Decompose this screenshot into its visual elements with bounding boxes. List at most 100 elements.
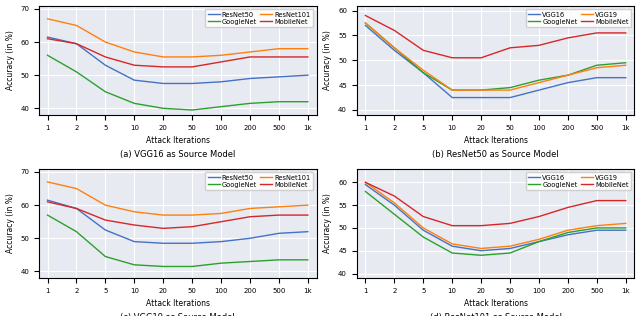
GoogleNet [246,101,254,105]
Line: VGG16: VGG16 [365,185,626,251]
GoogleNet [304,258,312,262]
ResNet101 [159,213,167,217]
ResNet50 [188,241,196,245]
VGG19 [535,81,543,85]
ResNet101 [217,53,225,57]
Line: GoogleNet: GoogleNet [365,191,626,255]
ResNet50 [246,76,254,80]
Text: (a) VGG16 as Source Model: (a) VGG16 as Source Model [120,150,236,159]
MobileNet [449,224,456,228]
GoogleNet [535,240,543,244]
Line: GoogleNet: GoogleNet [47,55,308,110]
ResNet50 [44,35,51,39]
VGG19 [564,73,572,77]
GoogleNet [419,235,427,239]
ResNet101 [188,213,196,217]
Line: ResNet101: ResNet101 [47,182,308,215]
GoogleNet [593,226,601,230]
GoogleNet [44,53,51,57]
VGG19 [390,46,398,50]
ResNet101 [188,55,196,59]
Legend: ResNet50, GoogleNet, ResNet101, MobileNet: ResNet50, GoogleNet, ResNet101, MobileNe… [205,9,313,27]
MobileNet [535,215,543,218]
GoogleNet [131,263,138,267]
ResNet50 [246,236,254,240]
MobileNet [44,200,51,204]
VGG19 [477,88,485,92]
VGG16 [390,203,398,207]
ResNet50 [217,240,225,244]
Line: VGG19: VGG19 [365,182,626,248]
ResNet50 [275,231,283,235]
Line: GoogleNet: GoogleNet [365,23,626,90]
VGG19 [506,88,514,92]
MobileNet [102,55,109,59]
Line: ResNet101: ResNet101 [47,19,308,57]
VGG19 [362,180,369,184]
GoogleNet [362,21,369,25]
GoogleNet [419,71,427,75]
VGG19 [449,242,456,246]
VGG19 [593,66,601,70]
MobileNet [593,31,601,35]
MobileNet [275,213,283,217]
ResNet101 [159,55,167,59]
GoogleNet [506,86,514,89]
GoogleNet [304,100,312,104]
GoogleNet [188,264,196,268]
ResNet50 [159,82,167,85]
ResNet101 [131,210,138,214]
Line: GoogleNet: GoogleNet [47,215,308,266]
VGG19 [622,63,630,67]
ResNet50 [44,198,51,202]
VGG19 [622,222,630,225]
VGG19 [477,246,485,250]
ResNet50 [159,241,167,245]
ResNet101 [44,17,51,21]
MobileNet [564,36,572,40]
ResNet50 [217,80,225,84]
GoogleNet [246,260,254,264]
Line: VGG16: VGG16 [365,26,626,98]
ResNet101 [217,211,225,215]
VGG16 [564,233,572,237]
ResNet50 [102,228,109,232]
Legend: VGG16, GoogleNet, VGG19, MobileNet: VGG16, GoogleNet, VGG19, MobileNet [525,9,631,27]
MobileNet [217,220,225,224]
GoogleNet [449,88,456,92]
MobileNet [564,205,572,209]
MobileNet [419,215,427,218]
VGG16 [419,228,427,232]
GoogleNet [102,90,109,94]
ResNet50 [188,82,196,85]
Text: (c) VGG19 as Source Model: (c) VGG19 as Source Model [120,313,235,316]
GoogleNet [275,100,283,104]
VGG19 [419,68,427,72]
GoogleNet [390,46,398,50]
GoogleNet [449,251,456,255]
VGG16 [449,244,456,248]
ResNet101 [304,47,312,51]
ResNet101 [304,203,312,207]
GoogleNet [362,190,369,193]
MobileNet [477,56,485,60]
VGG16 [622,228,630,232]
Line: VGG19: VGG19 [365,23,626,90]
ResNet101 [72,24,80,27]
Y-axis label: Accuracy (in %): Accuracy (in %) [6,30,15,90]
ResNet101 [131,50,138,54]
MobileNet [390,28,398,32]
Y-axis label: Accuracy (in %): Accuracy (in %) [6,193,15,253]
MobileNet [188,65,196,69]
VGG19 [390,201,398,205]
VGG19 [593,224,601,228]
VGG19 [449,88,456,92]
MobileNet [506,46,514,50]
VGG16 [535,240,543,244]
VGG16 [506,96,514,100]
ResNet50 [102,63,109,67]
MobileNet [390,194,398,198]
VGG16 [419,71,427,75]
X-axis label: Attack Iterations: Attack Iterations [146,136,210,145]
GoogleNet [217,261,225,265]
